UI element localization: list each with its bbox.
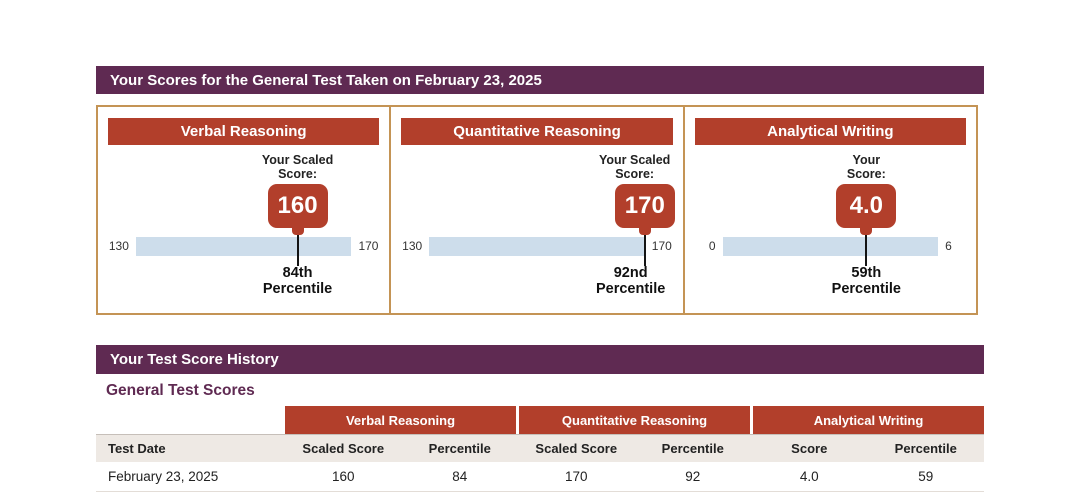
cell-quant-scaled-score: 170 <box>564 469 588 484</box>
cell-aw-percentile: 59 <box>918 469 934 484</box>
score-scale-bar <box>722 237 939 256</box>
panel-title: Analytical Writing <box>767 123 894 140</box>
panel-title-bar: Verbal Reasoning <box>108 118 380 145</box>
scores-section-header: Your Scores for the General Test Taken o… <box>96 66 984 94</box>
score-badge: 160 <box>267 184 328 228</box>
score-scale-bar <box>135 237 352 256</box>
score-badge-tail <box>291 226 304 235</box>
panel-title: Quantitative Reasoning <box>453 123 621 140</box>
your-score-label: Your Scaled Score: <box>598 153 671 181</box>
score-pointer-line <box>296 231 299 266</box>
cell-test-date: February 23, 2025 <box>108 469 219 484</box>
your-score-label: Your Score: <box>846 153 886 181</box>
column-header-aw-percentile: Percentile <box>894 441 957 456</box>
group-header-verbal: Verbal Reasoning <box>285 406 516 434</box>
panel-title-bar: Analytical Writing <box>694 118 966 145</box>
cell-verbal-percentile: 84 <box>452 469 468 484</box>
panel-analytical-writing: Analytical Writing Your Score: 0 6 4.0 5… <box>682 107 976 313</box>
percentile-label: 59th Percentile <box>831 265 901 297</box>
percentile-label: 92nd Percentile <box>595 265 666 297</box>
panel-title: Verbal Reasoning <box>180 123 307 140</box>
panel-quantitative-reasoning: Quantitative Reasoning Your Scaled Score… <box>389 107 682 313</box>
score-pointer-line <box>865 231 868 266</box>
score-history-table: Verbal Reasoning Quantitative Reasoning … <box>96 406 984 492</box>
group-header-quantitative: Quantitative Reasoning <box>516 406 750 434</box>
cell-aw-score: 4.0 <box>799 469 819 484</box>
group-header-analytical: Analytical Writing <box>750 406 984 434</box>
cell-quant-percentile: 92 <box>685 469 701 484</box>
column-header-verbal-scaled-score: Scaled Score <box>302 441 385 456</box>
scale-min-label: 0 <box>708 239 716 253</box>
history-section-title: Your Test Score History <box>110 351 279 368</box>
group-header-spacer <box>96 406 285 434</box>
scale-min-label: 130 <box>402 239 423 253</box>
scale-min-label: 130 <box>108 239 129 253</box>
score-badge-tail <box>638 226 651 235</box>
score-badge: 4.0 <box>836 184 897 228</box>
score-badge: 170 <box>614 184 675 228</box>
column-header-test-date: Test Date <box>108 441 166 456</box>
score-badge-tail <box>860 226 873 235</box>
table-column-header-row: Test Date Scaled Score Percentile Scaled… <box>96 434 984 462</box>
scale-max-label: 170 <box>358 239 379 253</box>
panel-title-bar: Quantitative Reasoning <box>401 118 673 145</box>
table-row: February 23, 2025 160 84 170 92 4.0 59 <box>96 462 984 492</box>
score-scale-bar <box>429 237 645 256</box>
scale-max-label: 6 <box>945 239 952 253</box>
column-header-quant-scaled-score: Scaled Score <box>535 441 618 456</box>
score-pointer-line <box>643 231 646 266</box>
table-group-header-row: Verbal Reasoning Quantitative Reasoning … <box>96 406 984 434</box>
percentile-label: 84th Percentile <box>262 265 333 297</box>
scale-max-label: 170 <box>651 239 672 253</box>
panel-verbal-reasoning: Verbal Reasoning Your Scaled Score: 130 … <box>98 107 389 313</box>
cell-verbal-scaled-score: 160 <box>331 469 355 484</box>
score-panels-box: Verbal Reasoning Your Scaled Score: 130 … <box>96 105 978 315</box>
scores-section-title: Your Scores for the General Test Taken o… <box>110 71 542 89</box>
history-section-header: Your Test Score History <box>96 345 984 374</box>
column-header-verbal-percentile: Percentile <box>428 441 491 456</box>
column-header-quant-percentile: Percentile <box>661 441 724 456</box>
column-header-aw-score: Score <box>791 441 828 456</box>
your-score-label: Your Scaled Score: <box>261 153 334 181</box>
general-test-scores-title: General Test Scores <box>106 382 255 399</box>
